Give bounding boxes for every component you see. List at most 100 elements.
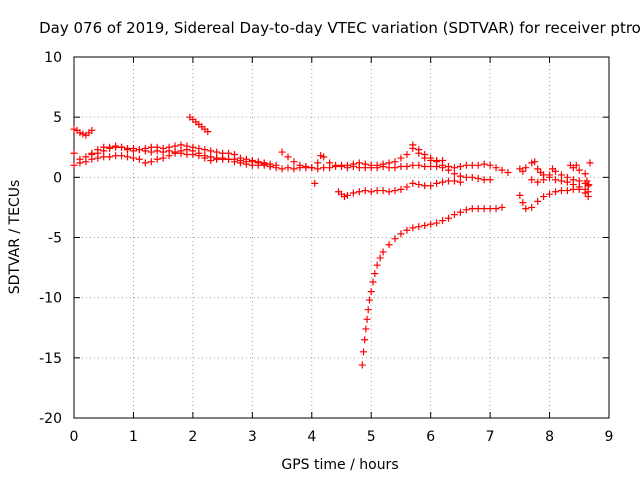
- y-axis-label: SDTVAR / TECUs: [7, 180, 23, 295]
- data-point: [124, 144, 131, 152]
- data-point: [272, 161, 280, 169]
- data-point: [361, 160, 369, 168]
- data-point: [343, 191, 351, 199]
- data-point: [575, 183, 583, 191]
- data-point: [516, 191, 524, 199]
- series-arc-m: [504, 159, 594, 189]
- data-point: [474, 175, 482, 183]
- data-point: [361, 336, 369, 344]
- data-point: [165, 143, 173, 151]
- data-point: [355, 159, 363, 167]
- data-point: [540, 193, 548, 201]
- data-point: [135, 146, 143, 154]
- data-point: [361, 187, 369, 195]
- data-point: [311, 179, 319, 187]
- data-point: [112, 152, 120, 160]
- data-point: [317, 152, 325, 160]
- data-point: [456, 163, 464, 171]
- data-point: [118, 143, 126, 151]
- data-point: [343, 161, 351, 169]
- data-point: [76, 129, 84, 137]
- data-point: [171, 142, 179, 150]
- data-point: [284, 153, 292, 161]
- data-point: [225, 149, 233, 157]
- data-point: [498, 203, 506, 211]
- data-point: [135, 155, 143, 163]
- data-point: [118, 152, 126, 160]
- data-point: [557, 171, 565, 179]
- x-tick-label: 5: [367, 429, 376, 445]
- data-point: [379, 248, 387, 256]
- data-point: [79, 130, 87, 138]
- y-tick-label: -10: [39, 291, 62, 307]
- data-point: [236, 154, 244, 162]
- data-point: [581, 170, 589, 178]
- data-point: [397, 154, 405, 162]
- data-point: [492, 164, 500, 172]
- data-point: [308, 164, 316, 172]
- data-point: [201, 146, 209, 154]
- x-tick-label: 2: [188, 429, 197, 445]
- data-point: [242, 155, 250, 163]
- data-point: [260, 159, 268, 167]
- data-point: [278, 165, 286, 173]
- y-tick-label: 0: [53, 170, 62, 186]
- data-point: [403, 226, 411, 234]
- data-point: [379, 160, 387, 168]
- data-point: [201, 154, 209, 162]
- data-point: [129, 154, 137, 162]
- data-point: [349, 189, 357, 197]
- y-tick-label: -15: [39, 351, 62, 367]
- x-tick-label: 0: [70, 429, 79, 445]
- data-point: [403, 183, 411, 191]
- data-point: [70, 161, 78, 169]
- data-point: [365, 296, 373, 304]
- data-point: [159, 154, 167, 162]
- data-point: [468, 205, 476, 213]
- data-point: [586, 159, 594, 167]
- data-point: [486, 161, 494, 169]
- data-point: [362, 325, 370, 333]
- series-arc-g: [335, 177, 464, 201]
- y-tick-label: 10: [44, 50, 62, 66]
- data-point: [572, 161, 580, 169]
- data-point: [415, 223, 423, 231]
- data-point: [462, 173, 470, 181]
- data-point: [373, 161, 381, 169]
- data-point: [433, 219, 441, 227]
- data-point: [385, 159, 393, 167]
- data-point: [575, 177, 583, 185]
- data-point: [421, 182, 429, 190]
- data-point: [486, 205, 494, 213]
- data-point: [88, 149, 96, 157]
- data-point: [369, 278, 377, 286]
- data-point: [332, 161, 340, 169]
- data-point: [563, 187, 571, 195]
- data-point: [421, 163, 429, 171]
- data-point: [159, 144, 167, 152]
- data-point: [106, 153, 114, 161]
- data-point: [219, 149, 227, 157]
- data-point: [427, 182, 435, 190]
- data-point: [373, 187, 381, 195]
- data-point: [100, 153, 108, 161]
- data-point: [450, 164, 458, 172]
- y-tick-label: 5: [53, 110, 62, 126]
- data-point: [409, 161, 417, 169]
- data-point: [231, 150, 238, 158]
- series-arc-i: [358, 203, 506, 369]
- data-point: [338, 161, 345, 169]
- data-point: [546, 171, 554, 179]
- data-point: [141, 144, 149, 152]
- data-point: [147, 158, 155, 166]
- data-point: [129, 144, 137, 152]
- data-point: [213, 148, 221, 156]
- data-point: [474, 161, 482, 169]
- data-point: [439, 178, 447, 186]
- data-point: [189, 143, 197, 151]
- data-point: [225, 155, 233, 163]
- data-point: [177, 147, 185, 155]
- data-point: [88, 126, 96, 134]
- data-point: [534, 197, 542, 205]
- data-point: [552, 188, 559, 196]
